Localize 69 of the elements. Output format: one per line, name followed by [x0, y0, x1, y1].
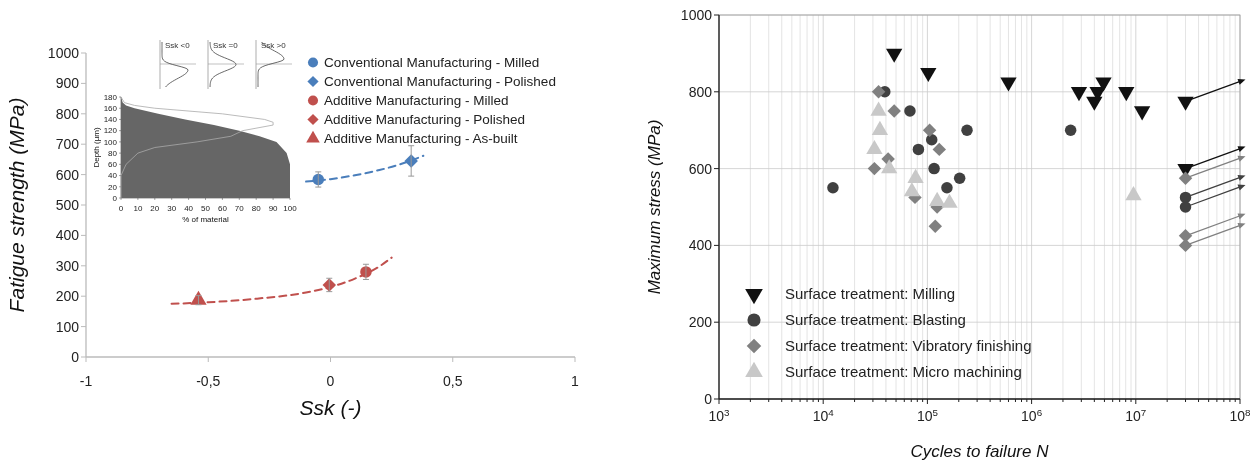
x-tick-label: 10$^{8}$ [1229, 406, 1252, 424]
x-tick-label: 10$^{4}$ [812, 406, 835, 424]
y-tick-label: 1000 [47, 44, 80, 61]
y-tick-label: 200 [688, 314, 713, 331]
y-tick-label: 100 [55, 318, 80, 335]
y-tick-label: 500 [55, 196, 80, 213]
legend-label: Conventional Manufacturing - Polished [324, 74, 556, 90]
x-tick-label: 0,5 [443, 373, 463, 389]
text: Ssk >0 [261, 41, 287, 50]
y-tick-label: 0 [71, 348, 80, 365]
y-tick-label: 800 [55, 105, 80, 122]
x-tick-label: 0 [326, 373, 335, 389]
x-tick-label: -0,5 [196, 373, 221, 389]
x-tick-label: 90 [268, 204, 279, 213]
x-tick-label: 100 [283, 204, 298, 213]
y-tick-label: 160 [103, 104, 118, 114]
legend-label: Surface treatment: Vibratory finishing [785, 337, 1032, 355]
x-tick-label: 50 [201, 204, 211, 213]
x-tick-label: 10$^{3}$ [708, 406, 731, 424]
x-tick-label: 10$^{7}$ [1125, 406, 1147, 424]
y-tick-label: 600 [55, 166, 80, 183]
legend-label: Additive Manufacturing - As-built [324, 131, 518, 147]
y-tick-label: 120 [103, 126, 118, 136]
y-tick-label: 200 [55, 288, 80, 305]
y-tick-label: 20 [108, 182, 118, 192]
line-series [170, 256, 393, 305]
y-axis-title: Fatigue strength (MPa) [5, 97, 28, 313]
x-tick-label: 0 [118, 204, 124, 213]
y-tick-label: 1000 [680, 6, 713, 23]
legend-label: Additive Manufacturing - Polished [324, 112, 526, 128]
x-tick-label: 40 [184, 204, 194, 213]
x-tick-label: 10 [133, 204, 143, 213]
y-tick-label: 400 [55, 227, 80, 244]
y-tick-label: 600 [688, 160, 713, 177]
x-tick-label: 70 [234, 204, 245, 213]
y-tick-label: 140 [103, 115, 118, 125]
x-axis-title: Ssk (-) [299, 396, 362, 419]
y-tick-label: 900 [55, 75, 80, 92]
y-tick-label: 0 [112, 193, 118, 203]
text: Ssk <0 [165, 41, 191, 50]
legend-label: Additive Manufacturing - Milled [324, 93, 509, 109]
y-tick-label: 300 [55, 257, 80, 274]
y-tick-label: 180 [103, 92, 118, 102]
y-tick-label: 60 [108, 160, 118, 170]
y-axis-title: Maximum stress (MPa) [645, 119, 664, 295]
x-tick-label: 80 [251, 204, 262, 213]
line-series [305, 154, 425, 183]
y-tick-label: 0 [704, 390, 713, 407]
x-tick-label: 10$^{6}$ [1021, 406, 1043, 424]
y-tick-label: 400 [688, 237, 713, 254]
legend-label: Surface treatment: Milling [785, 285, 956, 303]
text: Ssk =0 [213, 41, 239, 50]
y-tick-label: 800 [688, 83, 713, 100]
x-tick-label: 60 [217, 204, 228, 213]
y-tick-label: 80 [108, 148, 118, 158]
x-tick-label: 20 [150, 204, 160, 213]
x-axis-title: Cycles to failure N [910, 442, 1050, 461]
y-tick-label: 100 [103, 137, 118, 147]
x-tick-label: 1 [571, 373, 580, 389]
x-axis-title: % of material [182, 215, 230, 224]
x-tick-label: 10$^{5}$ [916, 406, 939, 424]
x-tick-label: 30 [167, 204, 177, 213]
y-tick-label: 40 [108, 171, 118, 181]
y-tick-label: 700 [55, 136, 80, 153]
x-tick-label: -1 [79, 373, 93, 389]
legend-label: Conventional Manufacturing - Milled [324, 55, 540, 71]
legend-label: Surface treatment: Micro machining [785, 363, 1022, 381]
legend-label: Surface treatment: Blasting [785, 311, 966, 329]
y-axis-title: Depth (µm) [92, 127, 101, 168]
